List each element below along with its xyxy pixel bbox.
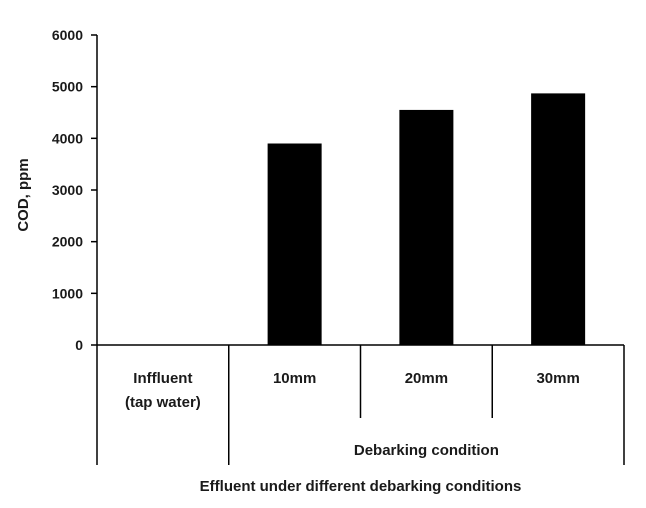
bar-20mm (399, 109, 454, 346)
bar-30mm (531, 93, 586, 345)
bar-10mm (267, 143, 322, 345)
y-axis-title: COD, ppm (15, 158, 32, 231)
category-label: Inffluent (tap water) (125, 370, 201, 411)
x-axis-title: Effluent under different debarking condi… (200, 478, 522, 495)
category-label: 10mm (273, 370, 316, 387)
category-label: 30mm (536, 370, 579, 387)
y-tick-label: 2000 (52, 234, 83, 250)
labels-layer: 0 1000 2000 3000 4000 5000 6000 COD, ppm Infflue… (15, 27, 580, 495)
y-tick-label: 0 (75, 337, 83, 353)
y-tick-label: 1000 (52, 285, 83, 301)
bars-layer (267, 93, 586, 346)
y-tick-label: 4000 (52, 130, 83, 146)
y-tick-label: 6000 (52, 27, 83, 43)
group-label: Debarking condition (354, 442, 499, 459)
y-tick-label: 3000 (52, 182, 83, 198)
y-tick-label: 5000 (52, 79, 83, 95)
category-label: 20mm (405, 370, 448, 387)
